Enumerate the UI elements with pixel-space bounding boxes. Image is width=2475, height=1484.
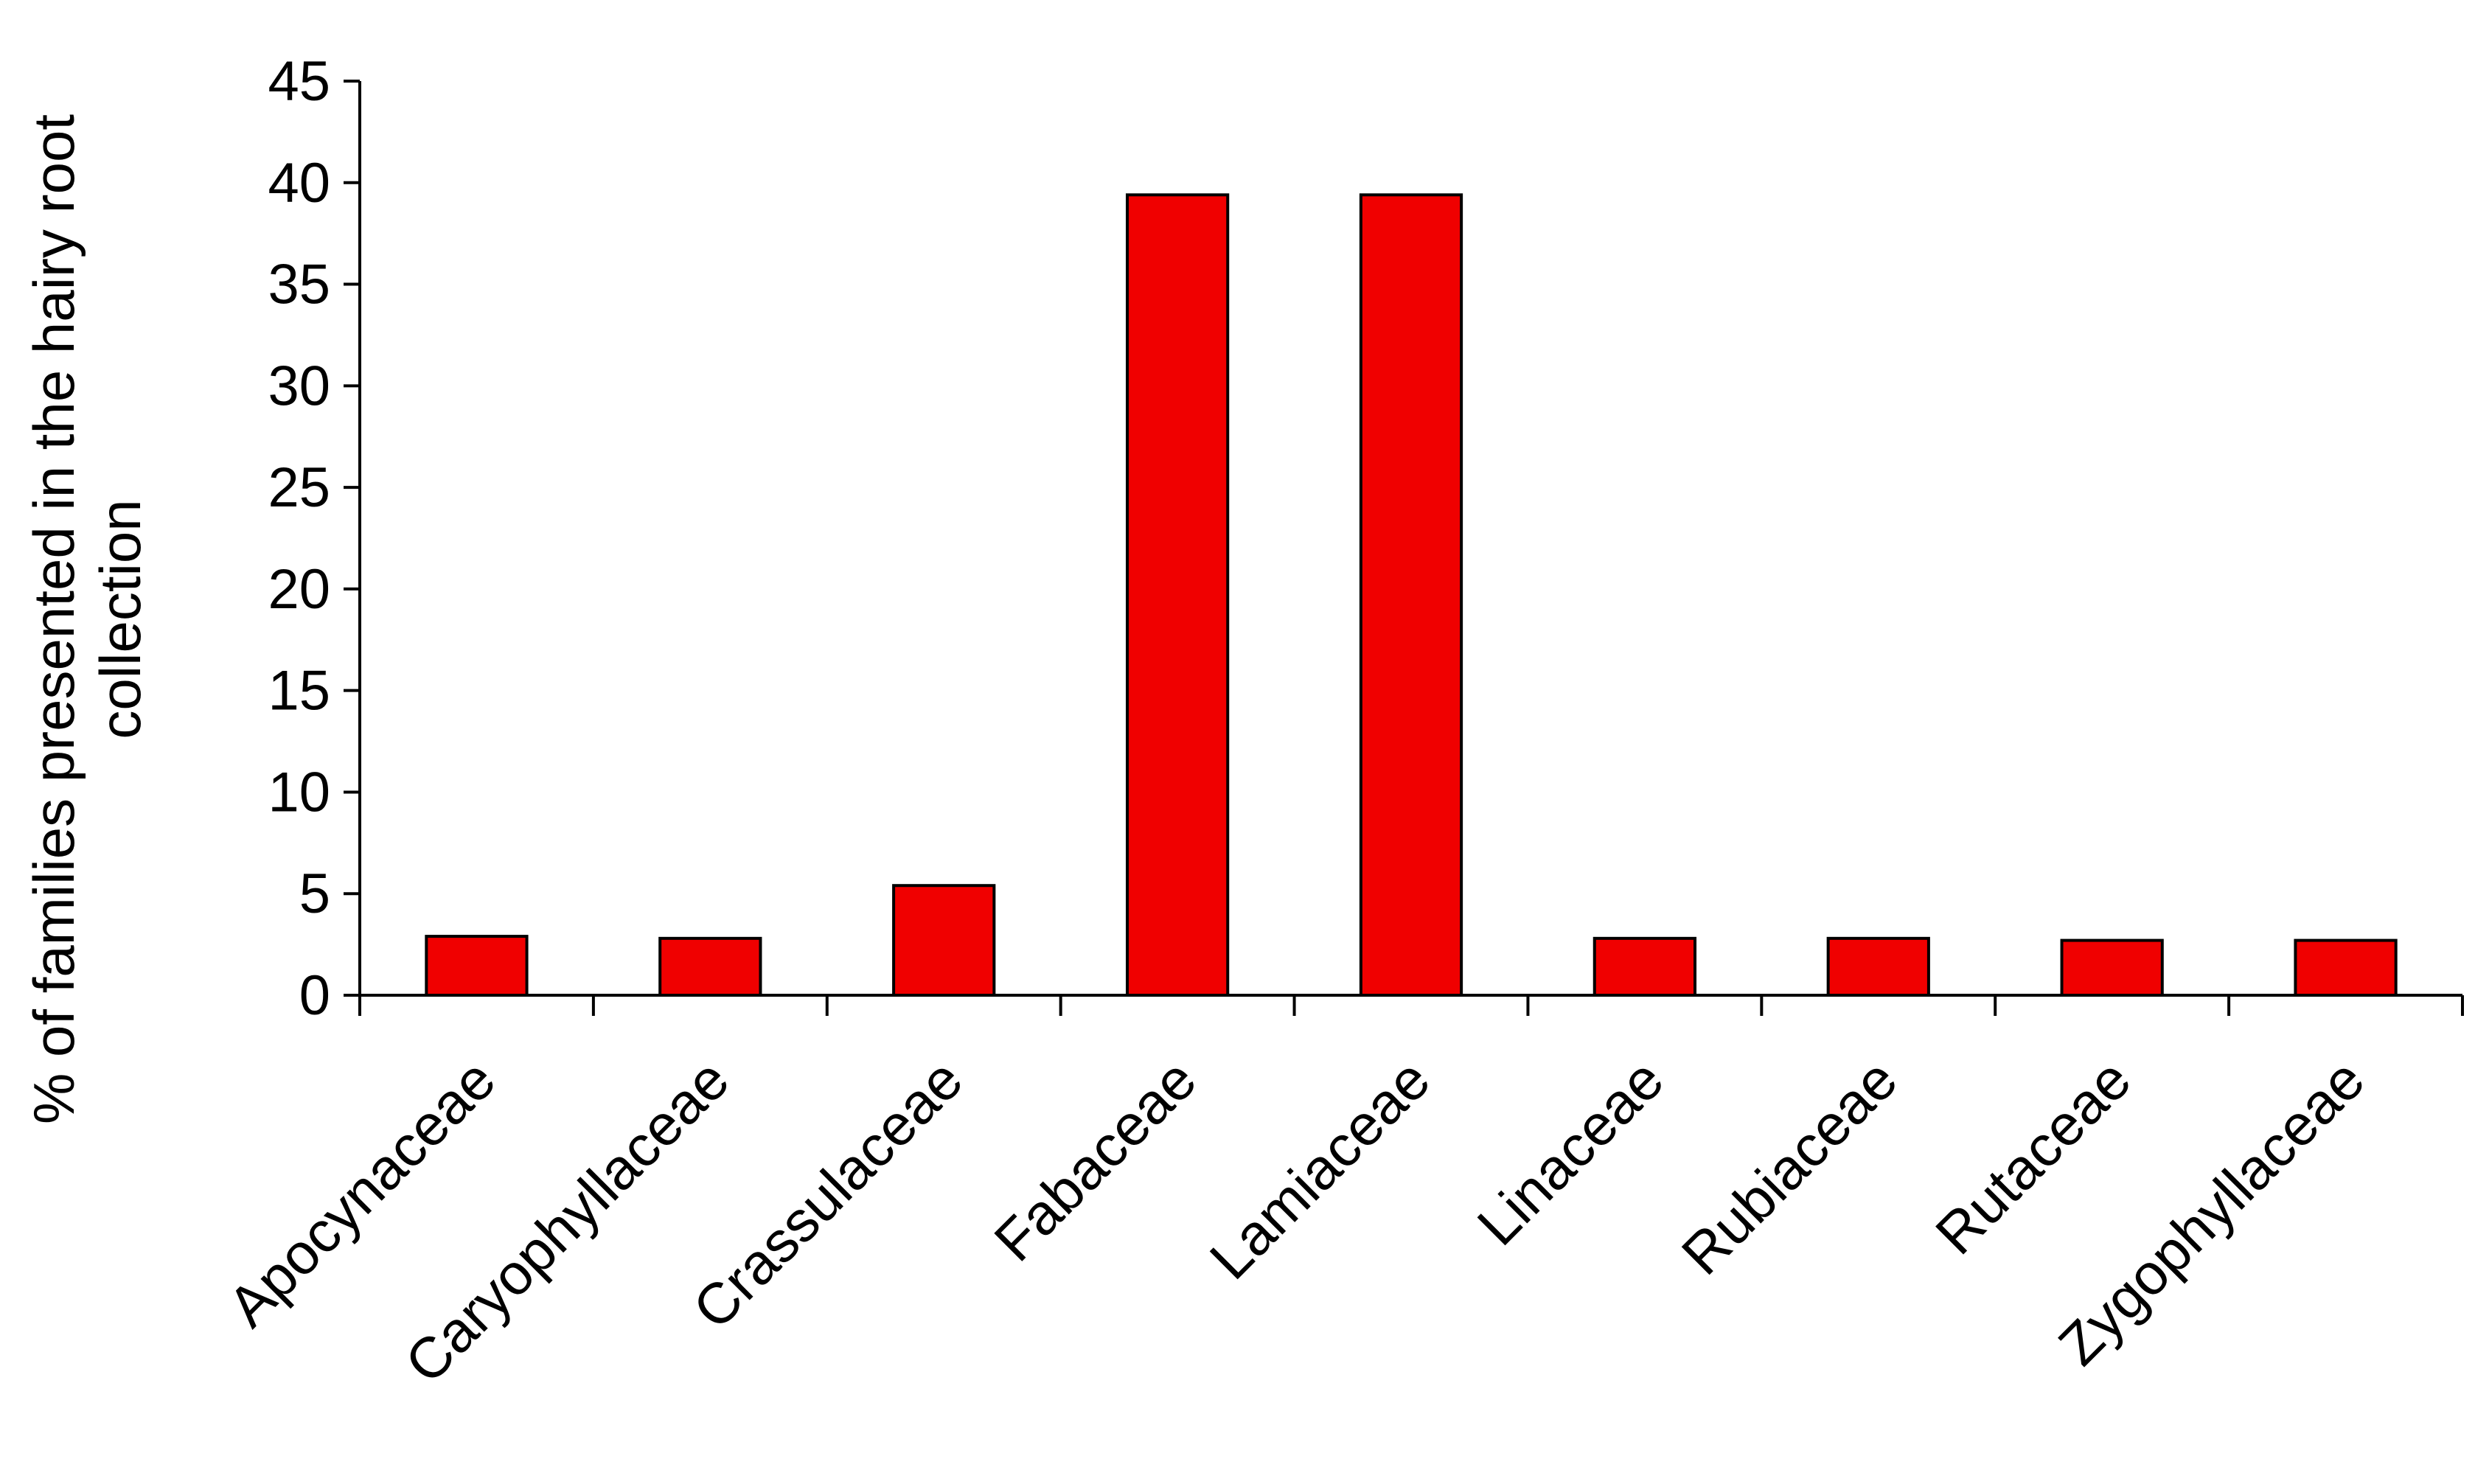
y-tick-label: 5 xyxy=(299,863,330,925)
bar-lamiaceae xyxy=(1359,193,1463,997)
bar-apocynaceae xyxy=(425,935,529,997)
y-axis-label-line-2: collection xyxy=(88,499,153,739)
x-tick-label: Rutaceae xyxy=(1923,1047,2142,1267)
y-tick-label: 35 xyxy=(268,254,330,316)
bar-crassulaceae xyxy=(892,884,996,997)
bar-fabaceae xyxy=(1125,193,1230,997)
y-axis-label-group: % of families presented in the hairy roo… xyxy=(21,114,153,1124)
x-tick-label: Lamiaceae xyxy=(1197,1047,1442,1292)
bar-rubiaceae xyxy=(1826,936,1930,997)
bar-rutaceae xyxy=(2060,938,2164,997)
bar-zygophyllaceae xyxy=(2294,938,2398,997)
y-tick-label: 20 xyxy=(268,558,330,621)
y-axis-label-line-1: % of families presented in the hairy roo… xyxy=(21,114,86,1124)
y-tick-label: 0 xyxy=(299,964,330,1027)
y-tick-label: 25 xyxy=(268,456,330,519)
y-tick-label: 10 xyxy=(268,761,330,823)
x-tick-label: Linaceae xyxy=(1465,1047,1676,1258)
bars xyxy=(425,193,2398,997)
x-tick-label: Fabaceae xyxy=(982,1047,1209,1274)
x-tick-label: Rubiaceae xyxy=(1669,1047,1910,1287)
y-tick-label: 45 xyxy=(268,50,330,113)
y-tick-label: 40 xyxy=(268,152,330,215)
y-tick-label: 30 xyxy=(268,355,330,417)
bar-caryophyllaceae xyxy=(658,936,762,997)
y-tick-label: 15 xyxy=(268,660,330,722)
bar-linaceae xyxy=(1592,936,1697,997)
y-axis: 0 5 10 15 20 25 30 35 40 45 xyxy=(268,50,361,1027)
